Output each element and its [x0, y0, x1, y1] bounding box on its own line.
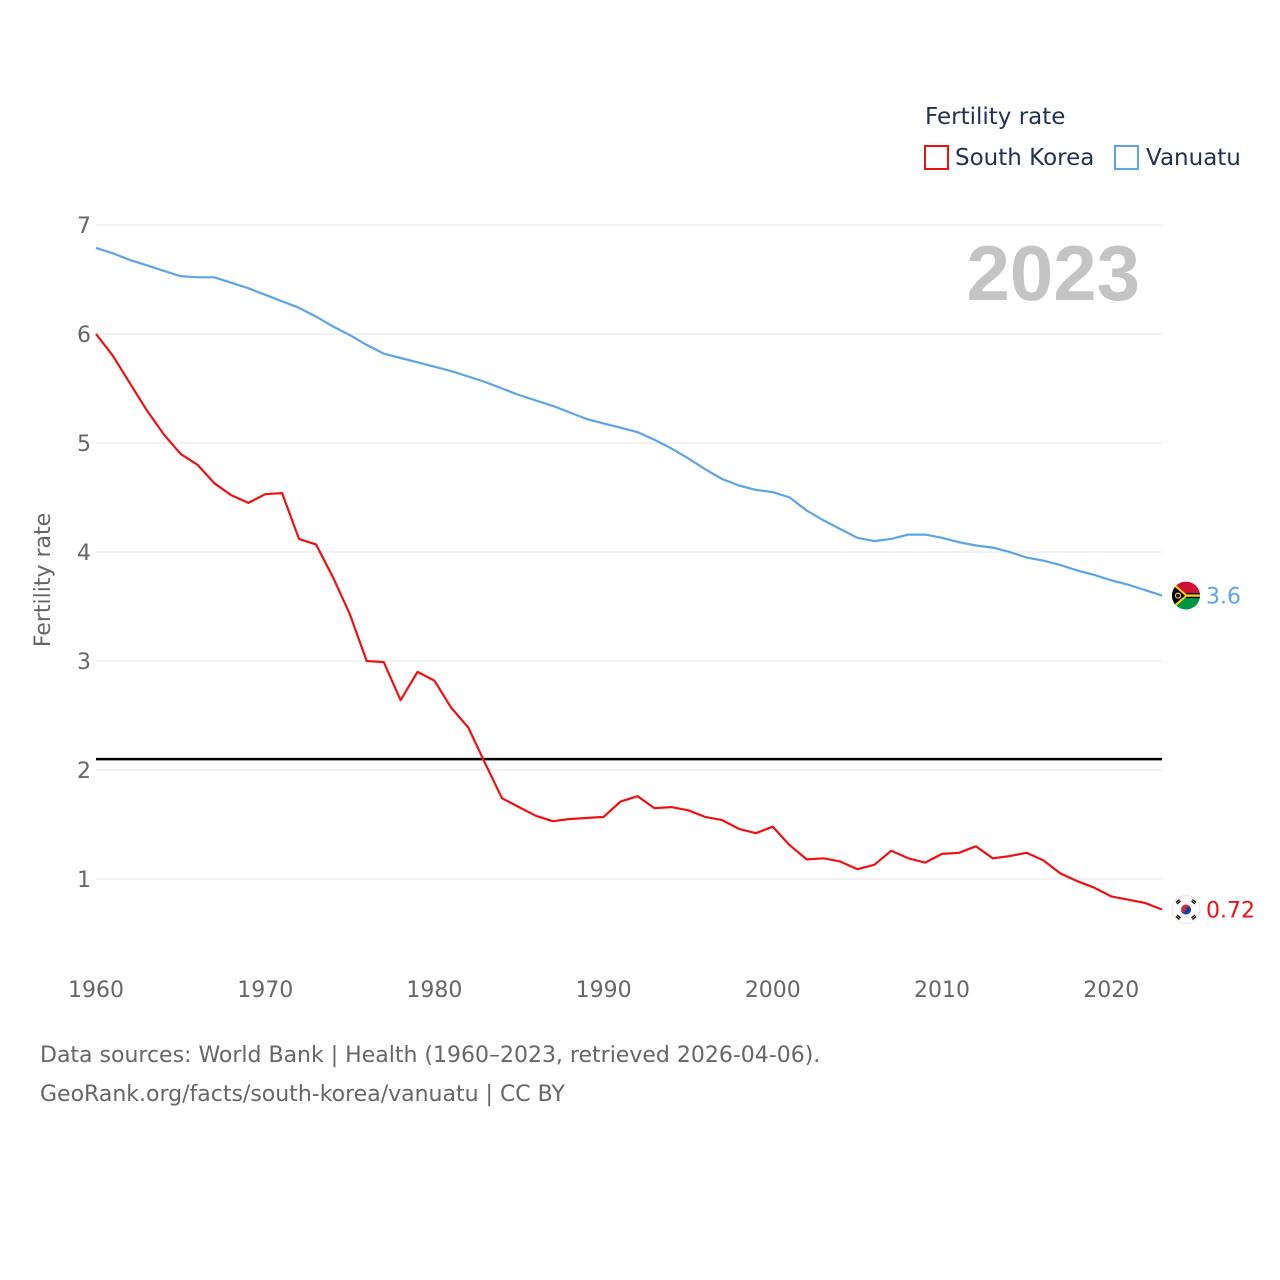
chart: 1 2 3 4 5 6 7 1960 1970 1980 1990 2000 2010 2020 Fer… — [31, 104, 1255, 1003]
x-tick-label: 2000 — [745, 978, 801, 1003]
series-line-vanuatu — [95, 246, 1163, 597]
x-tick-label: 2010 — [914, 978, 970, 1003]
y-axis-ticks: 1 2 3 4 5 6 7 — [77, 214, 91, 893]
credit-link[interactable]: GeoRank.org/facts/south-korea/vanuatu | … — [40, 1082, 565, 1107]
y-tick-label: 4 — [77, 541, 91, 566]
y-tick-label: 7 — [77, 214, 91, 239]
x-axis-ticks: 1960 1970 1980 1990 2000 2010 2020 — [68, 978, 1139, 1003]
x-tick-label: 1970 — [237, 978, 293, 1003]
y-axis-title: Fertility rate — [31, 513, 56, 647]
series-line-south-korea — [95, 333, 1163, 911]
y-tick-label: 5 — [77, 432, 91, 457]
vanuatu-end-value: 3.6 — [1206, 585, 1241, 610]
legend-label-vanuatu: Vanuatu — [1146, 145, 1241, 171]
data-sources-note: Data sources: World Bank | Health (1960–… — [40, 1043, 821, 1068]
legend-title: Fertility rate — [925, 104, 1065, 130]
legend-item-vanuatu[interactable]: Vanuatu — [1114, 145, 1241, 171]
grid-lines — [96, 224, 1162, 880]
y-tick-label: 1 — [77, 868, 91, 893]
x-tick-label: 1980 — [406, 978, 462, 1003]
x-tick-label: 1960 — [68, 978, 124, 1003]
vanuatu-flag-icon — [1172, 581, 1200, 610]
south-korea-end-value: 0.72 — [1206, 899, 1255, 924]
y-tick-label: 2 — [77, 759, 91, 784]
legend: Fertility rate South Korea Vanuatu — [924, 104, 1241, 171]
legend-swatch-south-korea — [924, 145, 949, 170]
x-tick-label: 1990 — [576, 978, 632, 1003]
series-lines — [95, 246, 1163, 911]
current-year-label: 2023 — [966, 229, 1140, 317]
x-tick-label: 2020 — [1083, 978, 1139, 1003]
legend-label-south-korea: South Korea — [955, 145, 1094, 171]
y-tick-label: 3 — [77, 650, 91, 675]
legend-swatch-vanuatu — [1114, 145, 1139, 170]
south-korea-flag-icon — [1171, 895, 1201, 924]
legend-item-south-korea[interactable]: South Korea — [924, 145, 1094, 171]
y-tick-label: 6 — [77, 323, 91, 348]
